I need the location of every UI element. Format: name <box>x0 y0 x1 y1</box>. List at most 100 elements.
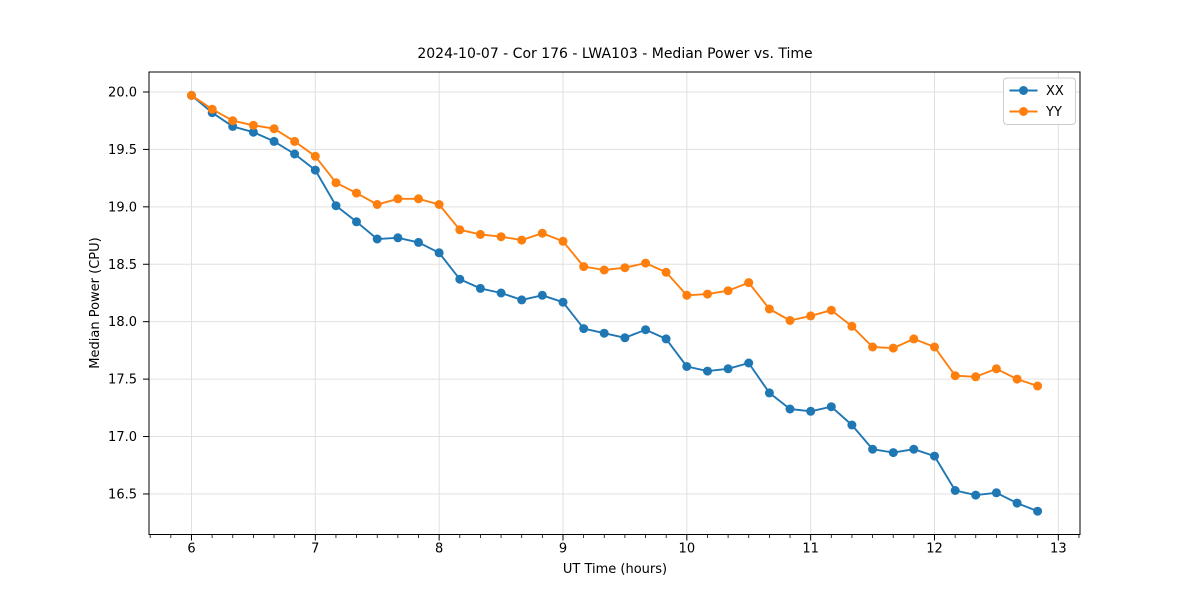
x-axis-label: UT Time (hours) <box>563 562 667 577</box>
series-xx-marker <box>290 149 300 159</box>
series-xx-marker <box>723 364 733 374</box>
series-xx-marker <box>1033 506 1043 516</box>
series-yy-marker <box>187 90 196 100</box>
series-yy-marker <box>930 342 939 352</box>
series-yy-marker <box>909 334 919 344</box>
y-tick-label: 17.5 <box>108 373 137 388</box>
series-xx-marker <box>641 325 651 335</box>
y-tick-label: 18.0 <box>108 315 137 330</box>
series-yy-marker <box>228 116 238 126</box>
x-tick-label: 10 <box>679 542 696 557</box>
series-yy-marker <box>310 151 320 161</box>
series-yy-marker <box>558 236 568 246</box>
chart-title: 2024-10-07 - Cor 176 - LWA103 - Median P… <box>417 46 812 62</box>
series-xx-marker <box>950 486 960 495</box>
legend-marker-yy <box>1019 107 1028 116</box>
series-yy-marker <box>579 262 589 272</box>
series-yy-marker <box>661 267 671 277</box>
series-xx-marker <box>599 328 609 338</box>
series-xx-marker <box>496 288 506 298</box>
series-xx-marker <box>971 490 981 500</box>
series-yy-marker <box>723 286 733 296</box>
series-xx-marker <box>806 406 816 416</box>
series-yy-marker <box>682 290 692 300</box>
series-yy-marker <box>599 265 609 275</box>
y-tick-label: 17.0 <box>108 430 137 445</box>
series-yy-marker <box>785 316 795 325</box>
series-xx-marker <box>1012 498 1022 508</box>
series-xx-marker <box>661 334 671 344</box>
series-yy-marker <box>826 305 836 315</box>
series-yy-marker <box>971 372 981 382</box>
series-xx-marker <box>826 402 836 412</box>
series-xx-marker <box>393 233 403 243</box>
series-xx-marker <box>764 388 774 398</box>
series-xx-marker <box>269 136 279 146</box>
series-xx-marker <box>785 404 795 414</box>
series-yy-marker <box>950 371 960 381</box>
series-yy-marker <box>496 232 506 242</box>
series-xx-marker <box>310 165 320 175</box>
series-yy-line <box>190 94 1039 387</box>
legend-marker-xx <box>1019 86 1028 95</box>
y-tick-label: 19.5 <box>108 143 137 158</box>
legend: XX YY <box>1003 77 1076 125</box>
series-yy-marker <box>537 228 547 238</box>
x-tick-label: 6 <box>187 542 195 557</box>
series-yy-marker <box>248 120 258 130</box>
legend-label-xx: XX <box>1046 84 1064 99</box>
series-xx-marker <box>991 488 1001 498</box>
series-xx-marker <box>455 274 465 284</box>
series-yy-marker <box>1012 374 1022 384</box>
series-yy-marker <box>517 235 527 245</box>
series-xx-marker <box>517 295 527 305</box>
series-xx-marker <box>372 234 382 244</box>
series-yy-marker <box>1033 381 1043 391</box>
series-xx-marker <box>248 127 258 137</box>
series-xx-marker <box>847 420 857 430</box>
series-xx-marker <box>537 290 547 300</box>
series-xx-marker <box>620 333 630 343</box>
grid-layer <box>149 72 1080 535</box>
series-layer <box>187 90 1043 516</box>
legend-label-yy: YY <box>1045 105 1062 120</box>
series-yy-marker <box>269 124 279 134</box>
series-xx-marker <box>682 362 692 371</box>
y-tick-label: 20.0 <box>108 85 137 100</box>
series-xx-marker <box>703 366 712 376</box>
series-yy-marker <box>888 343 898 353</box>
y-tick-label: 19.0 <box>108 200 137 215</box>
series-xx-marker <box>930 451 939 461</box>
series-yy-marker <box>991 364 1001 374</box>
series-yy-marker <box>806 311 816 321</box>
series-yy-marker <box>764 304 774 314</box>
series-yy-marker <box>455 225 465 235</box>
x-tick-label: 7 <box>311 542 319 557</box>
series-yy-marker <box>434 200 444 209</box>
x-tick-label: 12 <box>926 542 943 557</box>
x-tick-label: 9 <box>559 542 567 557</box>
legend-box <box>1003 77 1076 125</box>
series-xx-marker <box>331 201 341 211</box>
series-xx-marker <box>434 248 444 258</box>
series-yy-marker <box>290 136 300 146</box>
ticks-layer: 6 7 8 9 10 11 12 13 16.5 17.0 17.5 18.0 18.5 19.0 19.5… <box>108 85 1080 557</box>
y-tick-label: 16.5 <box>108 487 137 502</box>
y-axis-label: Median Power (CPU) <box>88 237 103 368</box>
series-yy-marker <box>331 178 341 188</box>
series-yy-marker <box>868 342 878 352</box>
series-xx-marker <box>868 444 878 454</box>
x-tick-label: 8 <box>435 542 443 557</box>
series-xx-marker <box>475 283 485 293</box>
series-xx-marker <box>352 217 361 227</box>
series-yy-marker <box>475 229 485 239</box>
series-xx-marker <box>888 448 898 458</box>
series-yy-marker <box>352 188 361 198</box>
series-yy-marker <box>744 278 754 288</box>
series-yy-marker <box>847 321 857 331</box>
x-tick-label: 11 <box>802 542 819 557</box>
series-yy-marker <box>207 104 217 114</box>
plot-border <box>148 71 1081 535</box>
